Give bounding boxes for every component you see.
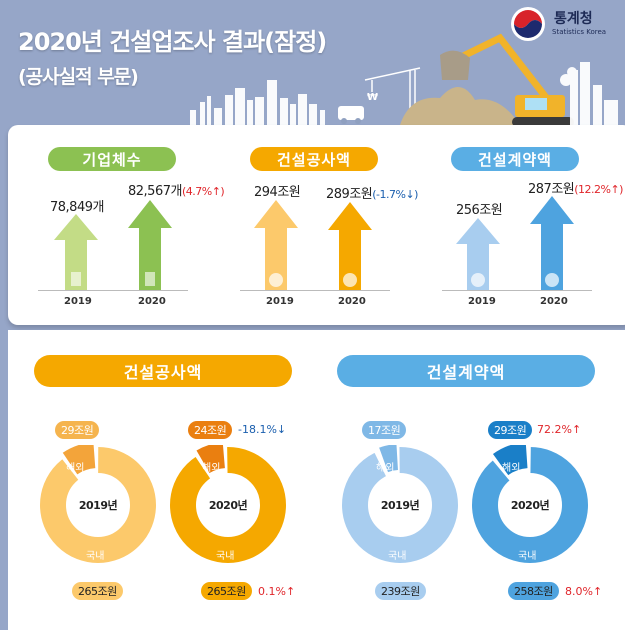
year-label-2019: 2019 xyxy=(468,296,496,307)
domestic-change: 8.0%↑ xyxy=(565,585,603,598)
change-badge: (12.2%↑) xyxy=(574,183,623,196)
logo-name-korean: 통계청 xyxy=(554,11,593,27)
overseas-segment-label: 해외 xyxy=(376,463,395,474)
statistics-korea-logo-icon xyxy=(511,7,545,41)
arrow-bar-2020 xyxy=(328,202,372,290)
building-icon xyxy=(145,272,155,286)
year-label-2019: 2019 xyxy=(64,296,92,307)
domestic-value-bubble: 265조원 xyxy=(72,582,123,600)
arrow-bar-2020 xyxy=(128,200,172,290)
value-2019: 294조원 xyxy=(254,185,301,200)
overseas-change: -18.1%↓ xyxy=(238,423,287,436)
domestic-change: 0.1%↑ xyxy=(258,585,296,598)
x-axis xyxy=(240,290,390,291)
overseas-value-bubble: 17조원 xyxy=(362,421,407,439)
donut-year-label: 2019년 xyxy=(380,499,420,512)
change-badge: (4.7%↑) xyxy=(181,185,225,198)
overseas-value-bubble: 29조원 xyxy=(55,421,100,439)
domestic-segment-label: 국내 xyxy=(86,551,105,562)
overseas-value-bubble: 29조원 xyxy=(488,421,533,439)
value-2020: 287조원(12.2%↑) xyxy=(528,182,623,197)
donut-ring xyxy=(165,442,291,568)
donut-ring xyxy=(467,442,593,569)
domestic-segment-label: 국내 xyxy=(388,551,407,562)
statistics-korea-logo: 통계청 Statistics Korea xyxy=(508,6,618,42)
donut-ring xyxy=(339,444,461,566)
year-label-2019: 2019 xyxy=(266,296,294,307)
donut-year-label: 2019년 xyxy=(78,499,118,512)
donut-year-label: 2020년 xyxy=(208,499,248,512)
year-label-2020: 2020 xyxy=(338,296,366,307)
overseas-segment-label: 해외 xyxy=(202,463,221,474)
breakdown-title-construction: 건설공사액 xyxy=(34,355,292,387)
overseas-change: 72.2%↑ xyxy=(537,423,582,436)
svg-text:₩: ₩ xyxy=(367,92,378,103)
value-2019: 256조원 xyxy=(456,203,503,218)
x-axis xyxy=(38,290,188,291)
domestic-value-bubble: 239조원 xyxy=(375,582,426,600)
money-bag-icon xyxy=(343,273,357,287)
domestic-segment-label: 국내 xyxy=(216,551,235,562)
x-axis xyxy=(442,290,592,291)
arrow-bar-2019 xyxy=(254,200,298,290)
donut-year-label: 2020년 xyxy=(510,499,550,512)
donut-chart-2019: 2019년 해외 국내 xyxy=(339,444,461,566)
domestic-segment-label: 국내 xyxy=(518,551,537,562)
year-label-2020: 2020 xyxy=(540,296,568,307)
domestic-value-bubble: 265조원 xyxy=(201,582,252,600)
domestic-value-bubble: 258조원 xyxy=(508,582,559,600)
panel-title-construction-amount: 건설공사액 xyxy=(250,147,378,171)
donut-chart-2019: 2019년 해외 국내 xyxy=(35,442,161,568)
logo-name-english: Statistics Korea xyxy=(552,28,607,36)
money-bag-icon xyxy=(545,273,559,287)
value-2020: 82,567개(4.7%↑) xyxy=(128,184,225,199)
donut-ring xyxy=(35,442,161,568)
donut-chart-2020: 2020년 해외 국내 xyxy=(165,442,291,568)
year-label-2020: 2020 xyxy=(138,296,166,307)
money-bag-icon xyxy=(269,273,283,287)
arrow-bar-2019 xyxy=(54,214,98,290)
value-2019: 78,849개 xyxy=(50,200,104,215)
change-badge: (-1.7%↓) xyxy=(372,188,418,201)
breakdown-title-contract: 건설계약액 xyxy=(337,355,595,387)
arrow-bar-2020 xyxy=(530,196,574,290)
panel-title-company-count: 기업체수 xyxy=(48,147,176,171)
donut-chart-2020: 2020년 해외 국내 xyxy=(467,442,593,569)
arrow-bar-2019 xyxy=(456,218,500,290)
city-skyline-illustration: ₩ xyxy=(190,33,618,127)
overseas-segment-label: 해외 xyxy=(66,463,85,474)
page-subtitle: (공사실적 부문) xyxy=(18,66,139,88)
building-icon xyxy=(71,272,81,286)
page-title: 2020년 건설업조사 결과(잠정) xyxy=(18,28,327,56)
overseas-value-bubble: 24조원 xyxy=(188,421,233,439)
money-bag-icon xyxy=(471,273,485,287)
header-banner: ₩ 2020년 건설업조사 결과(잠정) (공사실적 부문) 통계청 Stat xyxy=(0,0,625,130)
panel-title-contract-amount: 건설계약액 xyxy=(451,147,579,171)
overseas-segment-label: 해외 xyxy=(502,463,521,474)
value-2020: 289조원(-1.7%↓) xyxy=(326,187,418,202)
